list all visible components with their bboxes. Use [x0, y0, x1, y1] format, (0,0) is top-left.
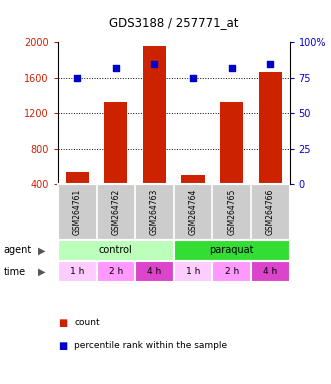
Text: GSM264763: GSM264763 [150, 189, 159, 235]
Bar [66, 172, 89, 184]
Point [190, 74, 196, 81]
Text: ■: ■ [58, 341, 67, 351]
Text: 4 h: 4 h [263, 267, 277, 276]
Point [113, 65, 118, 71]
Bar [259, 72, 282, 184]
Text: 4 h: 4 h [147, 267, 162, 276]
Bar [251, 261, 290, 282]
Text: GSM264761: GSM264761 [73, 189, 82, 235]
Bar [135, 261, 174, 282]
Text: GSM264764: GSM264764 [189, 189, 198, 235]
Text: GSM264766: GSM264766 [266, 189, 275, 235]
Bar [143, 46, 166, 184]
Bar [58, 240, 174, 261]
Bar [181, 175, 205, 184]
Text: 2 h: 2 h [109, 267, 123, 276]
Bar [220, 102, 243, 184]
Text: 2 h: 2 h [224, 267, 239, 276]
Text: count: count [74, 318, 100, 327]
Text: 1 h: 1 h [186, 267, 200, 276]
Text: 1 h: 1 h [70, 267, 84, 276]
Text: time: time [3, 266, 25, 276]
Text: ■: ■ [58, 318, 67, 328]
Bar [174, 240, 290, 261]
Point [229, 65, 234, 71]
Text: ▶: ▶ [38, 266, 46, 276]
Text: control: control [99, 245, 133, 255]
Text: GSM264762: GSM264762 [111, 189, 120, 235]
Point [152, 60, 157, 66]
Text: ▶: ▶ [38, 245, 46, 255]
Point [268, 60, 273, 66]
Text: percentile rank within the sample: percentile rank within the sample [74, 341, 228, 350]
Point [74, 74, 80, 81]
Text: GSM264765: GSM264765 [227, 189, 236, 235]
Bar [97, 261, 135, 282]
Bar [104, 103, 127, 184]
Bar [213, 261, 251, 282]
Text: paraquat: paraquat [210, 245, 254, 255]
Text: agent: agent [3, 245, 31, 255]
Bar [58, 261, 97, 282]
Text: GDS3188 / 257771_at: GDS3188 / 257771_at [109, 16, 239, 29]
Bar [174, 261, 213, 282]
